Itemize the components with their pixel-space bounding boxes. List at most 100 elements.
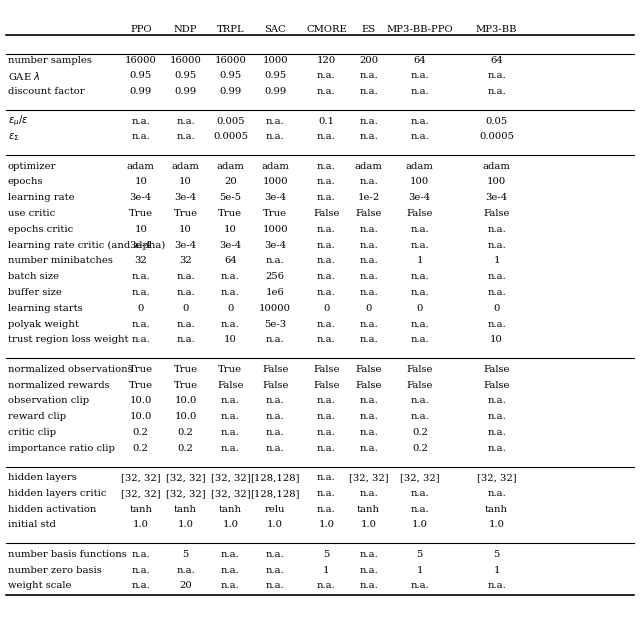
Text: 0: 0 [138,304,144,313]
Text: 0.2: 0.2 [133,444,148,452]
Text: 3e-4: 3e-4 [486,193,508,202]
Text: n.a.: n.a. [266,444,285,452]
Text: 10: 10 [179,225,192,234]
Text: n.a.: n.a. [410,489,429,498]
Text: n.a.: n.a. [317,428,336,437]
Text: n.a.: n.a. [410,396,429,405]
Text: n.a.: n.a. [266,581,285,591]
Text: False: False [355,365,382,374]
Text: 3e-4: 3e-4 [264,241,286,249]
Text: 1.0: 1.0 [268,521,284,529]
Text: n.a.: n.a. [131,272,150,281]
Text: n.a.: n.a. [221,581,240,591]
Text: n.a.: n.a. [359,225,378,234]
Text: n.a.: n.a. [176,272,195,281]
Text: n.a.: n.a. [487,412,506,421]
Text: n.a.: n.a. [131,335,150,344]
Text: 0.95: 0.95 [175,71,196,80]
Text: n.a.: n.a. [359,272,378,281]
Text: 10: 10 [490,335,503,344]
Text: number samples: number samples [8,56,92,64]
Text: n.a.: n.a. [487,225,506,234]
Text: PPO: PPO [130,25,152,33]
Text: 3e-4: 3e-4 [220,241,241,249]
Text: 0.2: 0.2 [412,428,428,437]
Text: learning starts: learning starts [8,304,83,313]
Text: n.a.: n.a. [317,319,336,329]
Text: n.a.: n.a. [359,550,378,559]
Text: n.a.: n.a. [317,162,336,171]
Text: CMORE: CMORE [306,25,347,33]
Text: n.a.: n.a. [176,288,195,297]
Text: 10.0: 10.0 [130,396,152,405]
Text: batch size: batch size [8,272,59,281]
Text: n.a.: n.a. [487,444,506,452]
Text: n.a.: n.a. [317,272,336,281]
Text: tanh: tanh [174,504,197,514]
Text: True: True [129,365,153,374]
Text: n.a.: n.a. [359,116,378,126]
Text: False: False [262,381,289,389]
Text: TRPL: TRPL [216,25,244,33]
Text: 0.2: 0.2 [133,428,148,437]
Text: n.a.: n.a. [487,319,506,329]
Text: 5: 5 [493,550,500,559]
Text: 0.0005: 0.0005 [213,132,248,141]
Text: n.a.: n.a. [410,272,429,281]
Text: n.a.: n.a. [359,178,378,186]
Text: 1: 1 [417,256,423,266]
Text: n.a.: n.a. [317,71,336,80]
Text: n.a.: n.a. [410,132,429,141]
Text: n.a.: n.a. [221,272,240,281]
Text: True: True [129,381,153,389]
Text: n.a.: n.a. [266,412,285,421]
Text: n.a.: n.a. [359,132,378,141]
Text: [32, 32]: [32, 32] [211,473,250,482]
Text: n.a.: n.a. [359,412,378,421]
Text: 10000: 10000 [259,304,291,313]
Text: 100: 100 [487,178,506,186]
Text: False: False [483,381,510,389]
Text: 10: 10 [134,225,147,234]
Text: observation clip: observation clip [8,396,89,405]
Text: hidden layers: hidden layers [8,473,76,482]
Text: ES: ES [362,25,376,33]
Text: 1000: 1000 [262,178,288,186]
Text: 10.0: 10.0 [175,412,196,421]
Text: 0: 0 [417,304,423,313]
Text: n.a.: n.a. [359,319,378,329]
Text: 1: 1 [323,566,330,574]
Text: 20: 20 [224,178,237,186]
Text: False: False [406,209,433,218]
Text: 10: 10 [224,225,237,234]
Text: 1.0: 1.0 [223,521,239,529]
Text: hidden layers critic: hidden layers critic [8,489,106,498]
Text: False: False [262,365,289,374]
Text: n.a.: n.a. [487,489,506,498]
Text: polyak weight: polyak weight [8,319,79,329]
Text: 0.2: 0.2 [178,444,193,452]
Text: True: True [173,209,198,218]
Text: 1.0: 1.0 [133,521,149,529]
Text: NDP: NDP [174,25,197,33]
Text: reward clip: reward clip [8,412,66,421]
Text: n.a.: n.a. [131,288,150,297]
Text: False: False [313,381,340,389]
Text: 100: 100 [410,178,429,186]
Text: 1.0: 1.0 [412,521,428,529]
Text: 3e-4: 3e-4 [175,241,196,249]
Text: n.a.: n.a. [410,288,429,297]
Text: n.a.: n.a. [131,319,150,329]
Text: n.a.: n.a. [221,412,240,421]
Text: n.a.: n.a. [487,87,506,96]
Text: n.a.: n.a. [266,428,285,437]
Text: number zero basis: number zero basis [8,566,101,574]
Text: [32, 32]: [32, 32] [166,473,205,482]
Text: n.a.: n.a. [317,335,336,344]
Text: 0.99: 0.99 [264,87,286,96]
Text: 0.2: 0.2 [412,444,428,452]
Text: 1: 1 [493,566,500,574]
Text: n.a.: n.a. [359,489,378,498]
Text: adam: adam [172,162,200,171]
Text: tanh: tanh [219,504,242,514]
